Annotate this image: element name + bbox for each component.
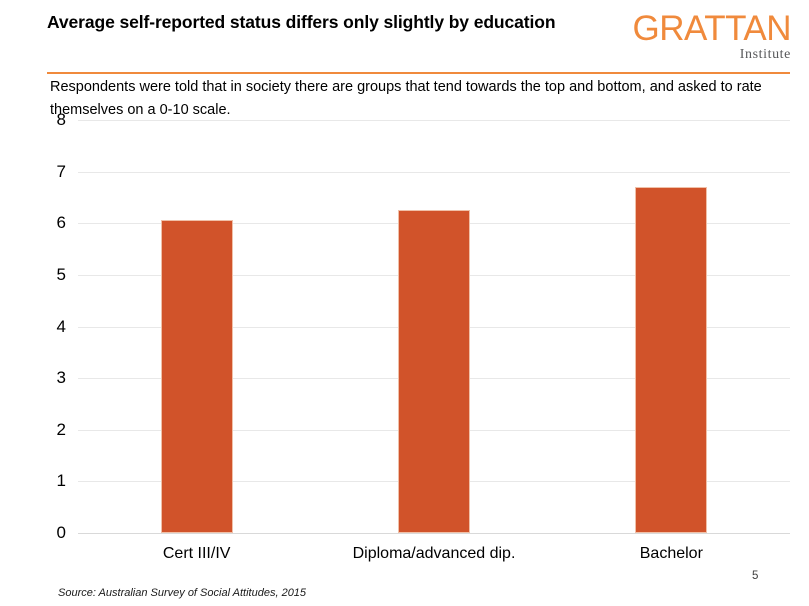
- logo-subtext: Institute: [739, 47, 791, 62]
- y-axis-tick-label: 5: [56, 264, 66, 284]
- x-axis-tick-label: Diploma/advanced dip.: [352, 545, 516, 562]
- y-axis-tick-label: 2: [56, 419, 66, 439]
- page-title: Average self-reported status differs onl…: [47, 12, 556, 32]
- bar: [398, 209, 470, 533]
- header-divider: [47, 72, 790, 74]
- y-axis-tick-label: 7: [56, 161, 66, 181]
- gridline: [78, 171, 790, 173]
- chart-subtitle: Respondents were told that in society th…: [50, 79, 762, 118]
- gridline: [78, 120, 790, 121]
- x-axis-tick-label: Bachelor: [639, 545, 703, 562]
- gridline: [78, 533, 790, 534]
- plot-area: 0 1 2 3 4 5 6 7 8 Cert III/IV Diploma/advanced dip…: [57, 110, 790, 562]
- y-axis-tick-label: 0: [56, 523, 66, 542]
- x-axis-tick-label: Cert III/IV: [162, 545, 231, 562]
- grattan-logo: GRATTAN Institute: [631, 9, 791, 62]
- y-axis-tick-label: 1: [56, 471, 66, 491]
- slide-header: Average self-reported status differs onl…: [0, 0, 809, 74]
- y-axis-tick-label: 3: [56, 368, 66, 388]
- source-note: Source: Australian Survey of Social Atti…: [58, 587, 307, 599]
- y-axis-tick-label: 8: [56, 110, 66, 129]
- y-axis-tick-label: 4: [56, 316, 66, 336]
- bar-chart: 0 1 2 3 4 5 6 7 8 Cert III/IV Diploma/advanced dip…: [0, 110, 809, 562]
- bar: [160, 220, 233, 533]
- bar: [635, 187, 708, 533]
- y-axis-tick-label: 6: [56, 213, 66, 233]
- logo-wordmark: GRATTAN: [632, 9, 791, 48]
- page-number: 5: [752, 570, 759, 582]
